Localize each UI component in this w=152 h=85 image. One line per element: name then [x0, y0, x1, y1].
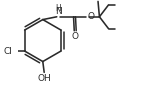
Text: O: O — [87, 12, 94, 21]
Text: N: N — [55, 7, 62, 16]
Text: H: H — [56, 4, 61, 13]
Text: OH: OH — [37, 74, 51, 83]
Text: O: O — [72, 32, 79, 41]
Text: Cl: Cl — [3, 47, 12, 56]
